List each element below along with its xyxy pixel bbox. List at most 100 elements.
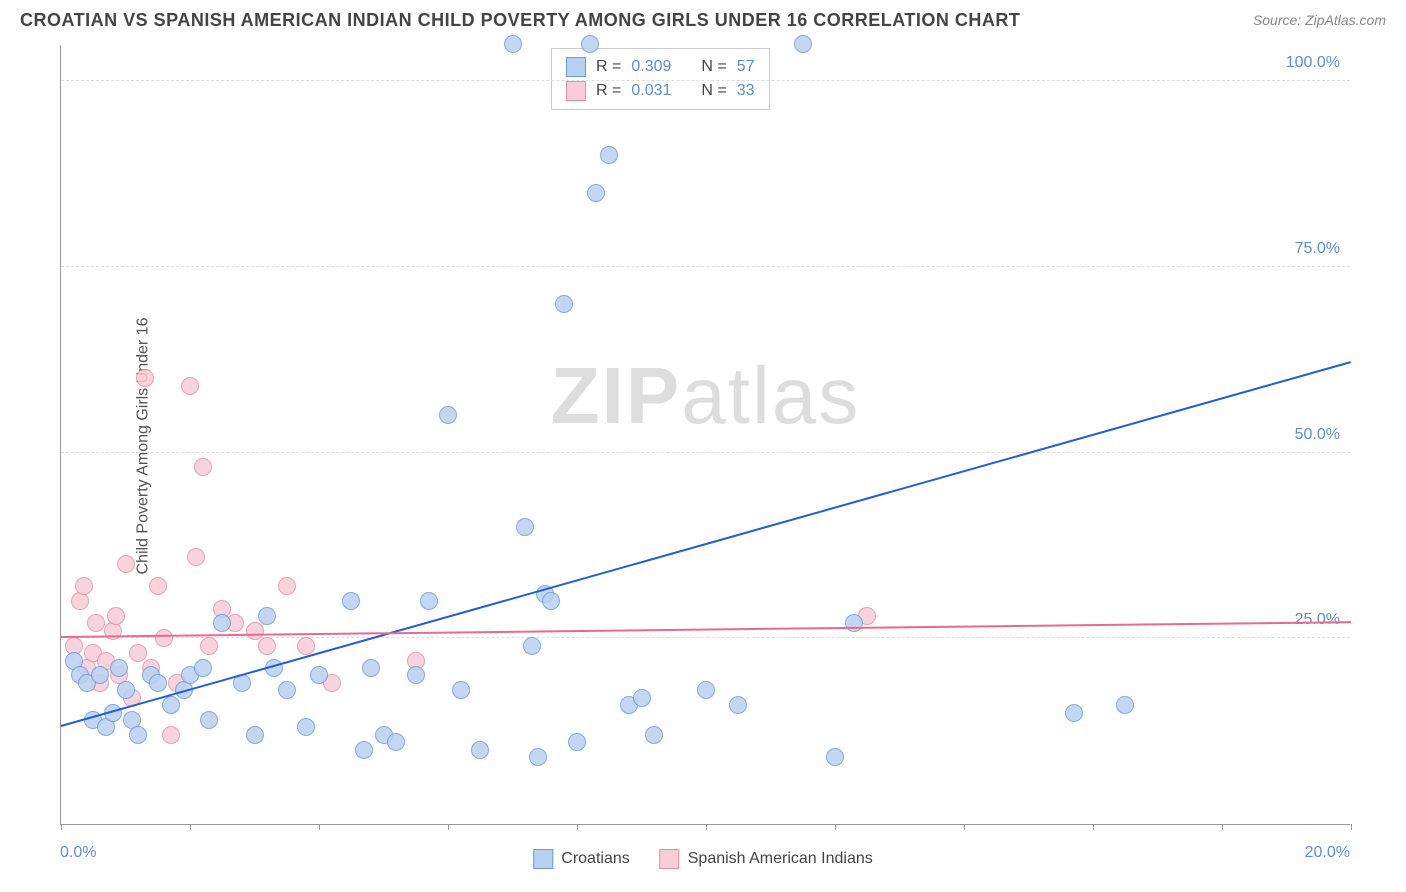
legend-swatch <box>566 57 586 77</box>
legend-n-label: N = <box>701 82 726 100</box>
data-point <box>387 733 405 751</box>
data-point <box>258 637 276 655</box>
legend-n-value: 33 <box>737 82 755 100</box>
data-point <box>342 592 360 610</box>
data-point <box>117 555 135 573</box>
data-point <box>310 666 328 684</box>
x-tick-mark <box>448 824 449 830</box>
data-point <box>107 607 125 625</box>
data-point <box>471 741 489 759</box>
data-point <box>162 726 180 744</box>
data-point <box>407 666 425 684</box>
data-point <box>91 666 109 684</box>
data-point <box>523 637 541 655</box>
gridline <box>61 80 1350 81</box>
data-point <box>246 726 264 744</box>
legend-item: Croatians <box>533 849 629 869</box>
legend-n-label: N = <box>701 58 726 76</box>
data-point <box>542 592 560 610</box>
data-point <box>194 458 212 476</box>
data-point <box>149 577 167 595</box>
data-point <box>1065 704 1083 722</box>
data-point <box>129 726 147 744</box>
trend-line <box>61 361 1352 727</box>
data-point <box>129 644 147 662</box>
data-point <box>110 659 128 677</box>
legend-r-value: 0.309 <box>631 58 671 76</box>
data-point <box>529 748 547 766</box>
legend-r-label: R = <box>596 82 621 100</box>
data-point <box>555 295 573 313</box>
data-point <box>729 696 747 714</box>
data-point <box>200 711 218 729</box>
data-point <box>697 681 715 699</box>
x-axis-min-label: 0.0% <box>60 844 96 862</box>
watermark: ZIPatlas <box>551 350 860 442</box>
legend-item: Spanish American Indians <box>660 849 873 869</box>
data-point <box>600 146 618 164</box>
data-point <box>117 681 135 699</box>
data-point <box>355 741 373 759</box>
watermark-light: atlas <box>681 351 860 440</box>
legend-swatch <box>660 849 680 869</box>
data-point <box>362 659 380 677</box>
data-point <box>794 35 812 53</box>
x-tick-mark <box>1351 824 1352 830</box>
x-tick-mark <box>319 824 320 830</box>
data-point <box>439 406 457 424</box>
legend-r-value: 0.031 <box>631 82 671 100</box>
x-tick-mark <box>577 824 578 830</box>
data-point <box>587 184 605 202</box>
x-tick-mark <box>835 824 836 830</box>
legend-label: Croatians <box>561 850 629 868</box>
x-tick-mark <box>1093 824 1094 830</box>
y-tick-label: 75.0% <box>1295 240 1340 258</box>
gridline <box>61 266 1350 267</box>
data-point <box>504 35 522 53</box>
x-tick-mark <box>61 824 62 830</box>
data-point <box>278 681 296 699</box>
data-point <box>136 369 154 387</box>
data-point <box>452 681 470 699</box>
data-point <box>187 548 205 566</box>
data-point <box>213 614 231 632</box>
legend-row: R = 0.309 N = 57 <box>566 55 755 79</box>
legend-r-label: R = <box>596 58 621 76</box>
data-point <box>278 577 296 595</box>
data-point <box>645 726 663 744</box>
data-point <box>420 592 438 610</box>
x-tick-mark <box>706 824 707 830</box>
data-point <box>258 607 276 625</box>
x-axis-max-label: 20.0% <box>1305 844 1350 862</box>
y-tick-label: 25.0% <box>1295 611 1340 629</box>
chart-container: CROATIAN VS SPANISH AMERICAN INDIAN CHIL… <box>0 0 1406 892</box>
legend-n-value: 57 <box>737 58 755 76</box>
data-point <box>162 696 180 714</box>
data-point <box>200 637 218 655</box>
legend-swatch <box>533 849 553 869</box>
source-label: Source: ZipAtlas.com <box>1253 12 1386 28</box>
legend-swatch <box>566 81 586 101</box>
data-point <box>75 577 93 595</box>
correlation-legend: R = 0.309 N = 57 R = 0.031 N = 33 <box>551 48 770 110</box>
x-tick-mark <box>964 824 965 830</box>
legend-row: R = 0.031 N = 33 <box>566 79 755 103</box>
data-point <box>181 377 199 395</box>
y-tick-label: 50.0% <box>1295 426 1340 444</box>
legend-label: Spanish American Indians <box>688 850 873 868</box>
data-point <box>155 629 173 647</box>
data-point <box>581 35 599 53</box>
data-point <box>246 622 264 640</box>
data-point <box>149 674 167 692</box>
data-point <box>1116 696 1134 714</box>
y-tick-label: 100.0% <box>1286 54 1340 72</box>
watermark-bold: ZIP <box>551 351 681 440</box>
data-point <box>633 689 651 707</box>
gridline <box>61 452 1350 453</box>
data-point <box>516 518 534 536</box>
x-tick-mark <box>1222 824 1223 830</box>
data-point <box>568 733 586 751</box>
data-point <box>845 614 863 632</box>
data-point <box>194 659 212 677</box>
data-point <box>826 748 844 766</box>
